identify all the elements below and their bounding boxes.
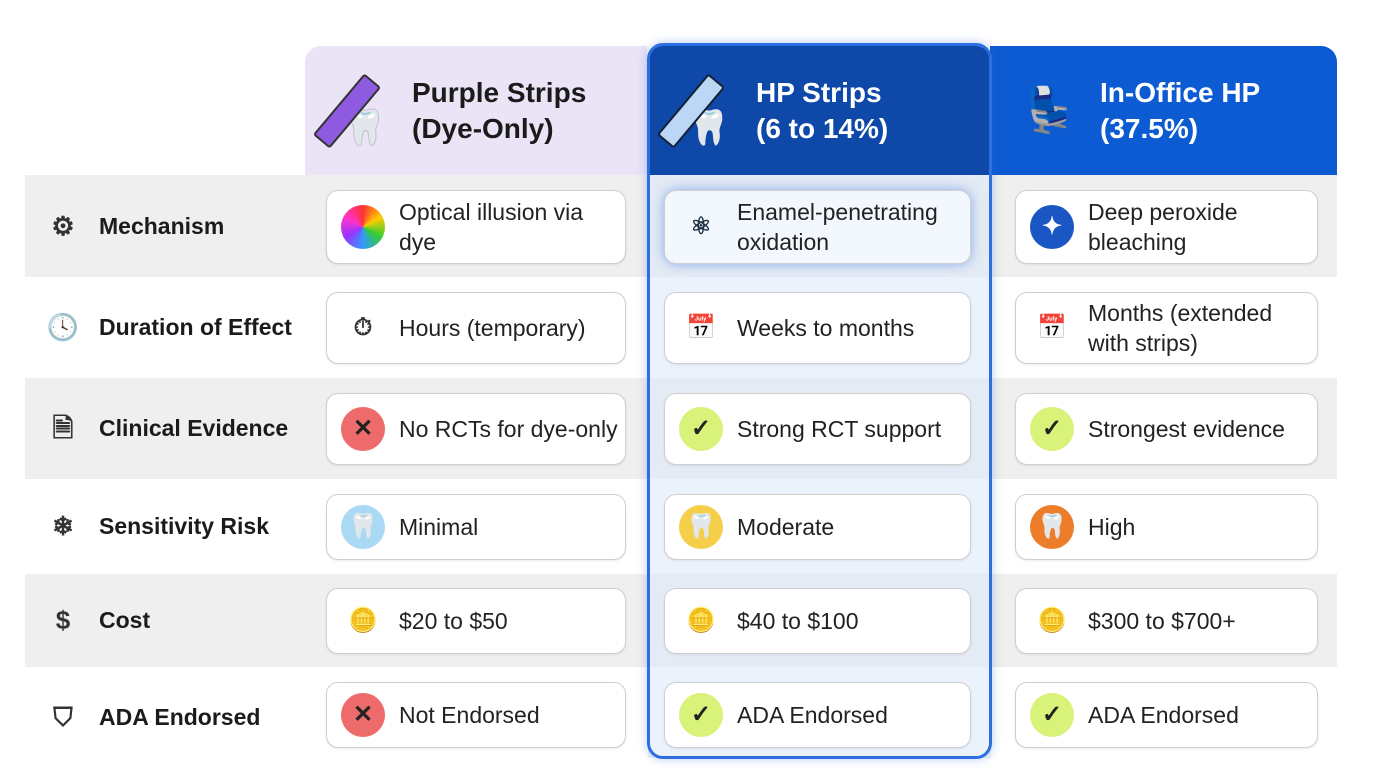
table-cell: 🦷 Moderate <box>664 494 971 560</box>
row-label: $ Cost <box>25 574 305 667</box>
cell-text: Hours (temporary) <box>399 315 586 341</box>
cell-text: Weeks to months <box>737 315 915 341</box>
table-cell: ⏱ Hours (temporary) <box>326 292 626 364</box>
table-cell: Optical illusion via dye <box>326 190 626 264</box>
row-label: ❄ Sensitivity Risk <box>25 479 305 574</box>
column-title-line1: Purple Strips <box>412 76 587 108</box>
row-label-text: Mechanism <box>99 212 225 239</box>
gear-icon: ⚙ <box>51 210 75 241</box>
highlight-column-border <box>647 43 992 759</box>
table-cell: 📅 Weeks to months <box>664 292 971 364</box>
shield-icon: ⛉ <box>53 702 73 732</box>
table-cell: ✓ Strongest evidence <box>1015 393 1318 465</box>
cell-text: Optical illusion via dye <box>399 199 584 255</box>
table-cell: ✓ Strong RCT support <box>664 393 971 465</box>
column-header-hp: 🦷 HP Strips (6 to 14%) <box>656 46 889 175</box>
table-cell: ✦ Deep peroxide bleaching <box>1015 190 1318 264</box>
cell-text: ADA Endorsed <box>737 702 888 728</box>
cell-text: $300 to $700+ <box>1088 608 1236 634</box>
check-icon: ✓ <box>1030 693 1074 737</box>
column-title-line1: In-Office HP <box>1100 76 1261 108</box>
table-cell: ✕ No RCTs for dye-only <box>326 393 626 465</box>
calendar-icon: 📅 <box>1037 314 1067 341</box>
cell-text: ADA Endorsed <box>1088 702 1239 728</box>
header-purple-strips <box>305 46 647 175</box>
purple-strip-tooth-icon: 🦷 <box>312 72 400 150</box>
header-in-office-bg <box>990 46 1337 175</box>
dollar-icon: $ <box>55 605 71 635</box>
color-wheel-icon <box>341 205 385 249</box>
atom-icon: ⚛ <box>690 213 712 240</box>
snowflake-icon: ❄ <box>52 511 74 541</box>
cell-text: Minimal <box>399 514 479 540</box>
check-icon: ✓ <box>679 407 723 451</box>
cell-text: Not Endorsed <box>399 702 540 728</box>
tooth-moderate-icon: 🦷 <box>679 505 723 549</box>
column-title-line2: (6 to 14%) <box>756 112 889 144</box>
tooth-high-icon: 🦷 <box>1030 505 1074 549</box>
cell-text: Deep peroxide bleaching <box>1088 199 1238 255</box>
row-label: ⚙ Mechanism <box>25 175 305 277</box>
coins-icon: 🪙 <box>348 607 378 634</box>
table-row: 🕓 Duration of Effect <box>25 277 1337 378</box>
document-icon: 🗎 <box>52 413 74 443</box>
sparkle-icon: ✦ <box>1030 205 1074 249</box>
table-cell: ✓ ADA Endorsed <box>664 682 971 748</box>
column-header-in-office: 💺 In-Office HP (37.5%) <box>1010 46 1261 175</box>
column-title-line1: HP Strips <box>756 76 882 108</box>
check-icon: ✓ <box>679 693 723 737</box>
table-cell: ⚛ Enamel-penetrating oxidation <box>664 190 971 264</box>
check-icon: ✓ <box>1030 407 1074 451</box>
cell-text: High <box>1088 514 1136 540</box>
coins-icon: 🪙 <box>1037 607 1067 634</box>
cell-text: $40 to $100 <box>737 608 859 634</box>
table-cell: 🪙 $40 to $100 <box>664 588 971 654</box>
cell-text: Strongest evidence <box>1088 416 1285 442</box>
row-label-text: ADA Endorsed <box>99 704 261 730</box>
row-label: 🗎 Clinical Evidence <box>25 378 305 479</box>
table-cell: 📅 Months (extended with strips) <box>1015 292 1318 364</box>
calendar-icon: 📅 <box>686 314 716 341</box>
table-row: ❄ Sensitivity Risk <box>25 479 1337 574</box>
cell-text: Enamel-penetrating oxidation <box>737 199 938 255</box>
tooth-low-icon: 🦷 <box>341 505 385 549</box>
cell-text: Moderate <box>737 514 835 540</box>
table-cell: 🪙 $300 to $700+ <box>1015 588 1318 654</box>
column-title-line2: (37.5%) <box>1100 112 1199 144</box>
column-title-line2: (Dye-Only) <box>412 112 554 144</box>
row-label-text: Clinical Evidence <box>99 415 289 441</box>
coins-icon: 🪙 <box>686 607 716 634</box>
clock-icon: 🕓 <box>46 312 80 342</box>
table-cell: ✓ ADA Endorsed <box>1015 682 1318 748</box>
row-label-text: Sensitivity Risk <box>99 513 270 539</box>
row-label-text: Duration of Effect <box>99 314 292 340</box>
hp-strip-tooth-icon: 🦷 <box>656 72 744 150</box>
cell-text: Strong RCT support <box>737 416 942 442</box>
row-label: 🕓 Duration of Effect <box>25 277 305 378</box>
cell-text: $20 to $50 <box>399 608 508 634</box>
row-label-text: Cost <box>99 607 151 633</box>
row-label: ⛉ ADA Endorsed <box>25 667 305 768</box>
table-row: ⛉ ADA Endorsed <box>25 667 1337 768</box>
x-icon: ✕ <box>341 693 385 737</box>
highlight-column-bg <box>648 175 991 758</box>
table-cell: 🪙 $20 to $50 <box>326 588 626 654</box>
stopwatch-icon: ⏱ <box>353 314 373 341</box>
x-icon: ✕ <box>341 407 385 451</box>
table-cell: 🦷 High <box>1015 494 1318 560</box>
cell-text: No RCTs for dye-only <box>399 416 618 442</box>
table-cell: ✕ Not Endorsed <box>326 682 626 748</box>
column-header-purple: 🦷 Purple Strips (Dye-Only) <box>312 46 587 175</box>
dental-chair-icon: 💺 <box>1021 85 1077 135</box>
cell-text: Months (extended with strips) <box>1088 300 1273 356</box>
table-cell: 🦷 Minimal <box>326 494 626 560</box>
